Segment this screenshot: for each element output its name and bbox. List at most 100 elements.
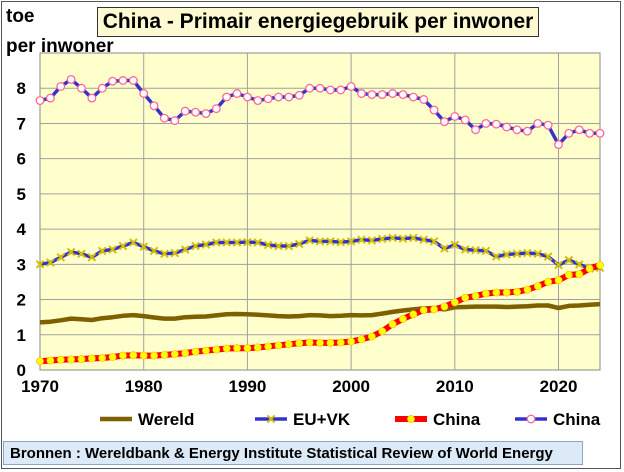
data-point — [244, 93, 252, 101]
data-point — [47, 94, 55, 102]
data-point — [223, 345, 230, 352]
legend-label: China — [553, 410, 601, 429]
chart-title: China - Primair energiegebruik per inwon… — [97, 7, 539, 37]
data-point — [327, 86, 335, 94]
data-point — [527, 415, 535, 423]
data-point — [545, 278, 552, 285]
data-point — [306, 339, 313, 346]
data-point — [596, 261, 603, 268]
data-point — [347, 83, 355, 91]
data-point — [161, 351, 168, 358]
x-tick-label: 1980 — [125, 377, 163, 396]
data-point — [99, 354, 106, 361]
data-point — [285, 93, 293, 101]
x-tick-label: 2000 — [332, 377, 370, 396]
data-point — [534, 120, 542, 128]
data-point — [407, 415, 414, 422]
data-point — [109, 77, 117, 85]
data-point — [368, 333, 375, 340]
y-tick-label: 4 — [17, 220, 27, 239]
data-point — [119, 77, 127, 85]
data-point — [130, 352, 137, 359]
data-point — [264, 95, 272, 103]
data-point — [316, 339, 323, 346]
data-point — [192, 108, 200, 116]
data-point — [57, 356, 64, 363]
data-point — [586, 265, 593, 272]
y-axis-label-unit: toe — [6, 6, 35, 28]
data-point — [296, 340, 303, 347]
data-point — [337, 339, 344, 346]
data-point — [410, 311, 417, 318]
x-tick-label: 1970 — [21, 377, 59, 396]
data-point — [171, 351, 178, 358]
data-point — [275, 93, 283, 101]
plot-background — [40, 53, 600, 370]
data-point — [586, 130, 594, 138]
y-axis-label-per: per inwoner — [6, 36, 114, 58]
data-point — [482, 120, 490, 128]
data-point — [389, 321, 396, 328]
data-point — [275, 342, 282, 349]
data-point — [192, 348, 199, 355]
data-point — [596, 130, 604, 138]
data-point — [119, 352, 126, 359]
legend-item: Wereld — [100, 410, 194, 429]
data-point — [109, 353, 116, 360]
data-point — [430, 306, 437, 313]
data-point — [130, 77, 138, 85]
data-point — [493, 289, 500, 296]
data-point — [36, 358, 43, 365]
data-point — [233, 90, 241, 98]
y-tick-label: 6 — [17, 150, 26, 169]
data-point — [244, 345, 251, 352]
legend-item: China — [515, 410, 601, 429]
data-point — [98, 84, 106, 92]
data-point — [254, 97, 262, 105]
data-point — [212, 105, 220, 113]
data-point — [378, 91, 386, 99]
x-tick-label: 2010 — [436, 377, 474, 396]
data-point — [67, 76, 75, 84]
data-point — [544, 121, 552, 129]
data-point — [202, 347, 209, 354]
y-tick-label: 8 — [17, 79, 26, 98]
data-point — [223, 93, 231, 101]
data-point — [202, 110, 210, 118]
data-point — [358, 90, 366, 98]
data-point — [233, 345, 240, 352]
data-point — [534, 283, 541, 290]
data-point — [399, 315, 406, 322]
legend-label: Wereld — [138, 410, 194, 429]
data-point — [576, 271, 583, 278]
x-tick-label: 1990 — [228, 377, 266, 396]
data-point — [451, 299, 458, 306]
data-point — [171, 117, 179, 125]
data-point — [503, 123, 511, 131]
data-point — [451, 113, 459, 121]
data-point — [88, 355, 95, 362]
source-note: Bronnen : Wereldbank & Energy Institute … — [3, 441, 583, 465]
y-tick-label: 5 — [17, 185, 26, 204]
legend-item: EU+VK — [255, 410, 351, 429]
data-point — [565, 130, 573, 138]
legend-label: China — [433, 410, 481, 429]
data-point — [565, 271, 572, 278]
data-point — [78, 355, 85, 362]
data-point — [68, 356, 75, 363]
y-tick-label: 3 — [17, 255, 26, 274]
data-point — [150, 102, 158, 110]
data-point — [348, 338, 355, 345]
data-point — [472, 292, 479, 299]
data-point — [513, 288, 520, 295]
data-point — [503, 289, 510, 296]
data-point — [327, 339, 334, 346]
data-point — [524, 286, 531, 293]
data-point — [140, 352, 147, 359]
legend: Wereld EU+VK China China — [100, 410, 601, 429]
data-point — [285, 341, 292, 348]
data-point — [482, 290, 489, 297]
data-point — [265, 343, 272, 350]
y-tick-label: 2 — [17, 291, 26, 310]
data-point — [555, 277, 562, 284]
